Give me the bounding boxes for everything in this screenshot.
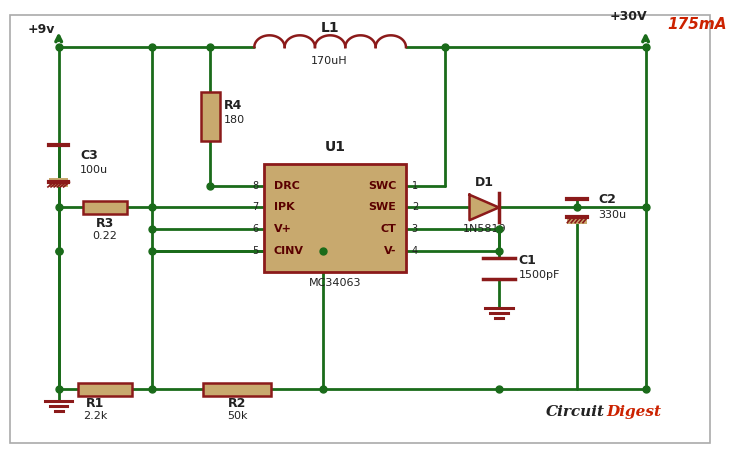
Bar [567,216,587,224]
Text: 170uH: 170uH [311,56,348,65]
Text: 100u: 100u [80,165,108,175]
Text: R3: R3 [96,217,114,230]
Text: 3: 3 [412,224,418,234]
Text: 6: 6 [252,224,258,234]
Bar [49,178,68,187]
Text: R1: R1 [86,397,105,410]
Bar [83,201,127,214]
Text: DRC: DRC [274,181,300,191]
Text: 50k: 50k [227,411,247,421]
Text: CINV: CINV [274,245,304,256]
Text: R2: R2 [228,397,247,410]
Text: IPK: IPK [274,202,294,213]
Text: 175mA: 175mA [667,17,726,33]
Text: +9v: +9v [27,23,54,36]
Text: C2: C2 [598,193,617,206]
Text: 1500pF: 1500pF [518,270,560,280]
Text: R4: R4 [224,98,242,112]
Bar [264,164,406,272]
Text: 180: 180 [224,115,245,125]
Bar [78,382,132,396]
Text: 2.2k: 2.2k [83,411,107,421]
Bar [200,92,220,141]
Text: SWE: SWE [368,202,396,213]
Polygon shape [470,195,499,220]
Text: MC34063: MC34063 [309,278,361,288]
Text: Digest: Digest [606,405,662,419]
Text: D1: D1 [475,176,494,189]
Text: C1: C1 [518,254,537,267]
Text: 7: 7 [252,202,258,213]
Bar [203,382,272,396]
Text: 5: 5 [252,245,258,256]
Text: 1N5819: 1N5819 [462,224,506,234]
Text: Circuit: Circuit [545,405,604,419]
Text: 2: 2 [412,202,418,213]
Text: V-: V- [383,245,396,256]
Text: U1: U1 [325,140,345,154]
Text: +30V: +30V [609,10,647,23]
Text: 4: 4 [412,245,418,256]
Text: L1: L1 [320,22,339,35]
Text: 330u: 330u [598,210,627,220]
Text: 8: 8 [252,181,258,191]
Text: CT: CT [381,224,396,234]
Text: 1: 1 [412,181,418,191]
Text: V+: V+ [274,224,291,234]
Text: SWC: SWC [368,181,396,191]
Text: 0.22: 0.22 [93,231,118,241]
Text: C3: C3 [80,148,98,162]
